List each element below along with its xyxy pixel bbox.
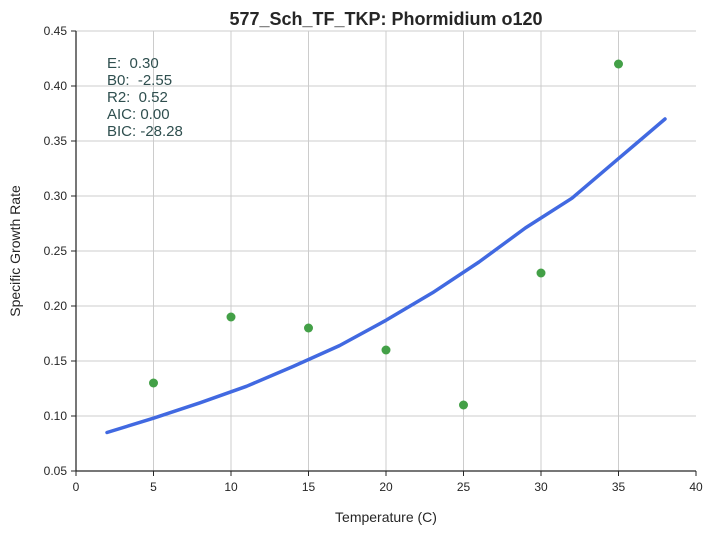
- stat-b0: B0: -2.55: [107, 72, 172, 89]
- x-tick-label: 30: [534, 480, 548, 494]
- stat-r2: R2: 0.52: [107, 89, 168, 106]
- data-point: [536, 268, 546, 278]
- x-tick-label: 0: [73, 480, 80, 494]
- y-tick-label: 0.20: [44, 299, 68, 313]
- fit-statistics: E: 0.30 B0: -2.55 R2: 0.52 AIC: 0.00 BIC…: [107, 55, 183, 140]
- x-axis-ticks: 0 5 10 15 20 25 30 35 40: [73, 471, 703, 494]
- y-tick-label: 0.25: [44, 244, 68, 258]
- y-tick-label: 0.05: [44, 464, 68, 478]
- x-tick-label: 20: [379, 480, 393, 494]
- data-point: [381, 345, 391, 355]
- fit-curve: [105, 117, 667, 435]
- stat-bic: BIC: -28.28: [107, 123, 183, 140]
- x-tick-label: 25: [457, 480, 471, 494]
- y-axis-ticks: 0.05 0.10 0.15 0.20 0.25 0.30 0.35 0.40 0.45: [44, 24, 76, 478]
- chart-title: 577_Sch_TF_TKP: Phormidium o120: [229, 9, 542, 29]
- data-point: [226, 312, 236, 322]
- x-tick-label: 15: [302, 480, 316, 494]
- data-point: [149, 378, 158, 388]
- grid: [76, 30, 696, 471]
- y-tick-label: 0.30: [44, 189, 68, 203]
- stat-e: E: 0.30: [107, 55, 159, 72]
- series: [105, 59, 667, 435]
- x-axis-label: Temperature (C): [335, 509, 437, 525]
- y-tick-label: 0.15: [44, 354, 68, 368]
- x-tick-label: 10: [224, 480, 238, 494]
- data-point: [304, 323, 313, 333]
- x-tick-label: 5: [150, 480, 157, 494]
- stat-aic: AIC: 0.00: [107, 106, 170, 123]
- y-tick-label: 0.35: [44, 134, 68, 148]
- data-point: [614, 59, 623, 69]
- x-tick-label: 40: [689, 480, 703, 494]
- data-point: [459, 400, 468, 410]
- x-tick-label: 35: [612, 480, 626, 494]
- y-tick-label: 0.40: [44, 79, 68, 93]
- y-axis-label: Specific Growth Rate: [7, 185, 23, 317]
- y-tick-label: 0.45: [44, 24, 68, 38]
- y-tick-label: 0.10: [44, 409, 68, 423]
